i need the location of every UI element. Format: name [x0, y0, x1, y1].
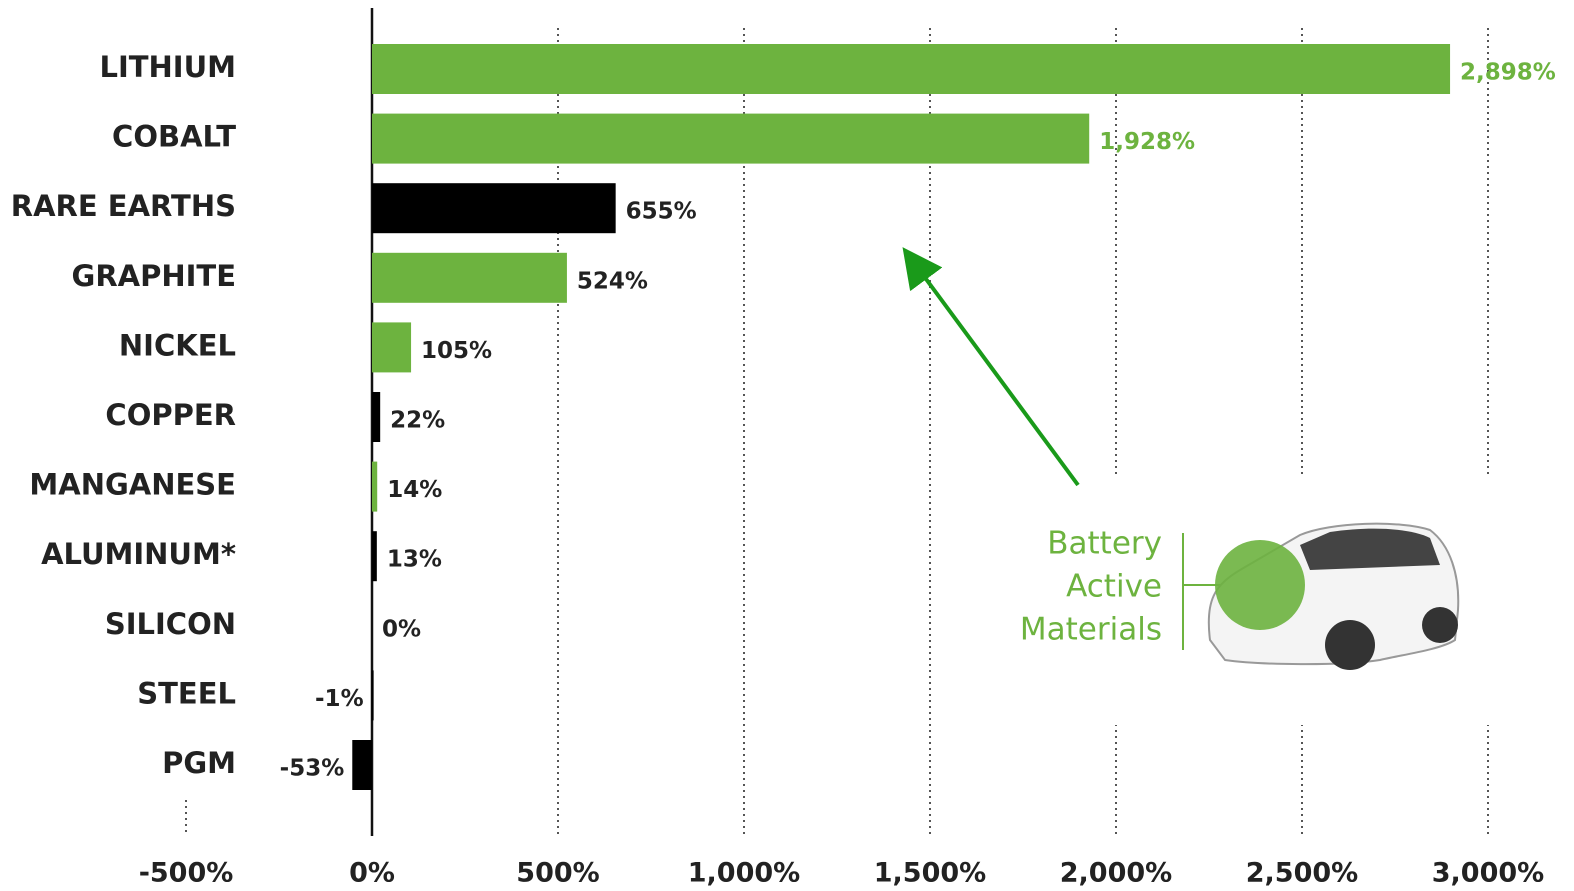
x-tick-label: 2,000%	[1060, 858, 1172, 889]
car-wheel	[1422, 607, 1458, 643]
value-label: 1,928%	[1099, 129, 1195, 155]
category-label: ALUMINUM*	[41, 537, 236, 571]
x-tick-label: 2,500%	[1246, 858, 1358, 889]
arrow	[902, 247, 1080, 487]
category-label: LITHIUM	[99, 50, 236, 84]
bar	[372, 44, 1451, 94]
car-wheel	[1325, 620, 1375, 670]
value-label: -1%	[315, 686, 364, 712]
bar	[372, 461, 378, 512]
value-label: 14%	[387, 477, 442, 503]
car-illustration	[1207, 522, 1460, 670]
category-label: COPPER	[105, 398, 236, 432]
bar	[372, 113, 1090, 164]
annotation-text: Battery	[1047, 526, 1162, 562]
category-label: STEEL	[137, 676, 236, 710]
category-label: SILICON	[105, 607, 236, 641]
value-label: 524%	[577, 268, 648, 294]
x-tick-label: 1,000%	[688, 858, 800, 889]
bar	[372, 322, 412, 373]
value-label: 13%	[387, 547, 442, 573]
category-label: MANGANESE	[29, 468, 236, 502]
x-tick-label: 500%	[516, 858, 599, 889]
battery-highlight	[1215, 540, 1305, 630]
category-label: PGM	[162, 746, 236, 780]
annotation-text: Active	[1066, 569, 1162, 605]
category-label: RARE EARTHS	[11, 189, 236, 223]
bar	[352, 740, 372, 790]
x-tick-label: 1,500%	[874, 858, 986, 889]
car-window	[1300, 528, 1440, 570]
bar	[372, 392, 381, 442]
x-tick-label: 3,000%	[1432, 858, 1544, 889]
value-label: 655%	[626, 199, 697, 225]
bar	[371, 670, 374, 721]
x-tick-label: -500%	[139, 858, 234, 889]
value-label: -53%	[280, 756, 345, 782]
annotation-text: Materials	[1020, 612, 1162, 648]
category-label: NICKEL	[119, 328, 236, 362]
category-label: COBALT	[112, 120, 236, 154]
category-label: GRAPHITE	[72, 259, 236, 293]
value-label: 2,898%	[1460, 60, 1556, 86]
x-tick-label: 0%	[349, 858, 395, 889]
bar	[372, 183, 616, 234]
value-label: 105%	[421, 338, 492, 364]
value-label: 22%	[390, 408, 445, 434]
value-label: 0%	[382, 616, 421, 642]
bar	[372, 252, 567, 303]
bar	[372, 531, 377, 582]
